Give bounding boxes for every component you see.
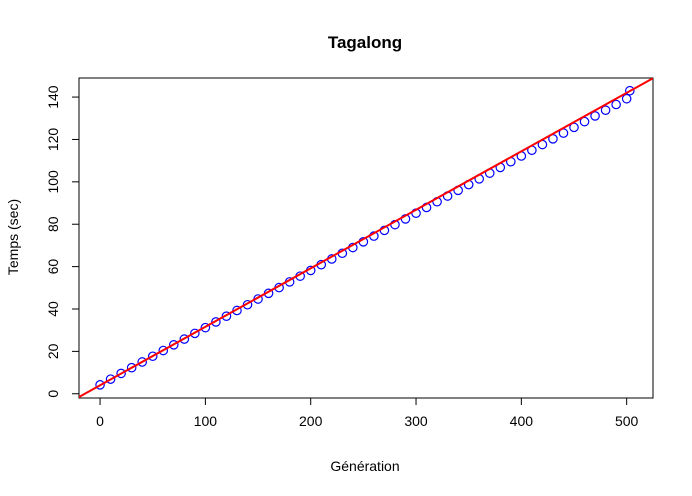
- y-tick-label: 60: [45, 259, 61, 275]
- x-tick-label: 200: [299, 413, 323, 429]
- data-point: [211, 317, 221, 327]
- data-point: [190, 328, 200, 339]
- x-tick-label: 100: [194, 413, 218, 429]
- y-tick-label: 140: [45, 85, 61, 109]
- x-axis-label: Génération: [330, 458, 399, 474]
- y-tick-label: 120: [45, 128, 61, 152]
- x-tick-label: 0: [96, 413, 104, 429]
- y-tick-label: 80: [45, 216, 61, 232]
- x-tick-label: 300: [404, 413, 428, 429]
- data-point: [200, 322, 211, 333]
- data-point: [158, 345, 169, 356]
- chart-title: Tagalong: [328, 33, 402, 52]
- data-point: [95, 380, 105, 390]
- x-axis: 0 100 200 300 400 500: [96, 397, 639, 429]
- x-tick-label: 400: [510, 413, 534, 429]
- data-point: [590, 111, 600, 121]
- data-point: [147, 351, 158, 362]
- y-tick-label: 20: [45, 343, 61, 359]
- fit-line-group: [79, 78, 653, 398]
- y-axis-label: Temps (sec): [5, 199, 21, 275]
- data-point: [179, 334, 190, 344]
- x-tick-label: 500: [615, 413, 639, 429]
- data-point: [137, 357, 147, 367]
- data-point: [600, 105, 611, 116]
- fit-line: [79, 78, 653, 398]
- data-point: [625, 85, 635, 96]
- data-point: [611, 99, 621, 110]
- data-point: [168, 340, 179, 350]
- data-point: [126, 362, 137, 373]
- data-point: [105, 374, 116, 384]
- y-tick-label: 100: [45, 170, 61, 194]
- data-point: [579, 116, 590, 127]
- y-tick-label: 40: [45, 301, 61, 317]
- data-point: [116, 368, 126, 379]
- data-point: [621, 93, 632, 104]
- data-point: [221, 311, 232, 321]
- y-tick-label: 0: [45, 390, 61, 398]
- y-axis: 0 20 40 60 80 100 120 140: [45, 85, 80, 398]
